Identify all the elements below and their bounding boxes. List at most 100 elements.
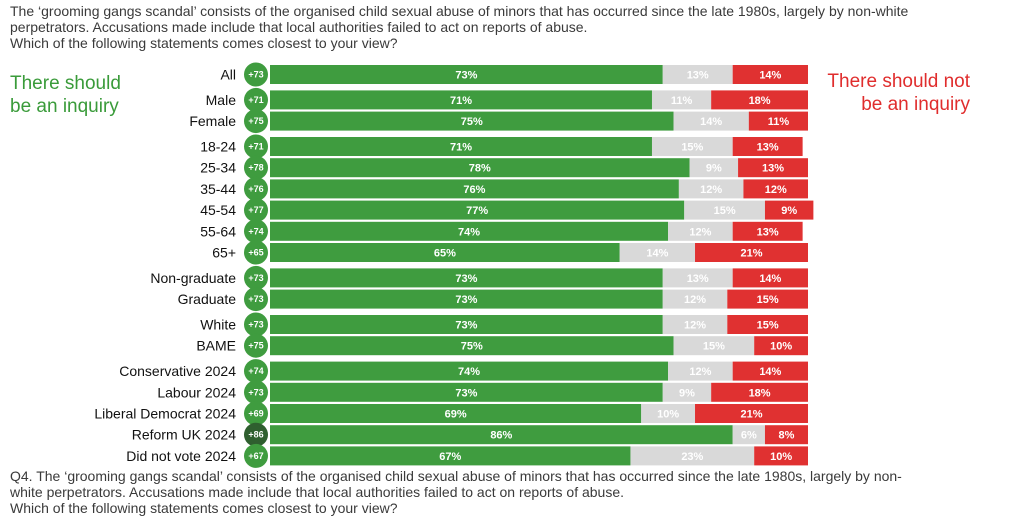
bar-segment (270, 90, 652, 110)
data-label: 73% (455, 320, 477, 332)
bar-segment (673, 336, 755, 356)
bar-segment (673, 111, 749, 131)
bar-segment (764, 425, 808, 445)
data-label: 14% (759, 70, 781, 82)
bar-segment (764, 200, 814, 220)
bar-segment (668, 361, 733, 381)
net-score-label: +74 (248, 366, 263, 376)
category-label: Non-graduate (150, 270, 236, 286)
net-score-label: +75 (248, 116, 263, 126)
data-label: 12% (684, 294, 706, 306)
question-text-top: The ‘grooming gangs scandal’ consists of… (10, 3, 1000, 51)
bar-segment (270, 361, 669, 381)
data-label: 12% (684, 320, 706, 332)
footer-line: Q4. The ‘grooming gangs scandal’ consist… (10, 468, 902, 484)
bar-segment (711, 382, 808, 402)
data-label: 9% (781, 205, 797, 217)
data-label: 73% (455, 273, 477, 285)
data-label: 14% (759, 366, 781, 378)
data-label: 15% (714, 205, 736, 217)
bar-segment (662, 315, 728, 334)
category-label: Labour 2024 (157, 384, 236, 400)
bar-segment (270, 200, 685, 220)
legend-inquiry-line: be an inquiry (10, 96, 119, 117)
net-score-badge (244, 109, 268, 134)
bar-segment (754, 446, 808, 466)
net-score-badge (244, 134, 268, 159)
data-label: 6% (741, 430, 757, 442)
data-label: 73% (455, 387, 477, 399)
data-label: 65% (434, 248, 456, 260)
bar-segment (270, 425, 733, 445)
net-score-badge (244, 176, 268, 201)
bar-segment (732, 137, 803, 156)
net-score-label: +78 (248, 163, 263, 173)
net-score-badge (244, 62, 268, 87)
bar-segment (270, 137, 652, 156)
bar-segment (651, 90, 712, 110)
bar-segment (619, 243, 696, 262)
bar-segment (270, 179, 679, 199)
category-label: BAME (196, 338, 236, 354)
bar-segment (270, 158, 690, 178)
data-label: 12% (689, 226, 711, 238)
question-line: Which of the following statements comes … (10, 35, 398, 51)
data-label: 14% (646, 248, 668, 260)
data-label: 77% (466, 205, 488, 217)
net-score-badge (244, 155, 268, 180)
net-score-badge (244, 380, 268, 405)
bar-segment (651, 137, 733, 156)
data-label: 15% (703, 341, 725, 353)
net-score-badge (244, 240, 268, 265)
bar-segment (270, 65, 663, 84)
category-label: White (200, 317, 236, 333)
bar-segment (727, 289, 808, 309)
net-score-badge (244, 333, 268, 358)
net-score-label: +65 (248, 248, 263, 258)
bar-segment (270, 289, 663, 309)
legend-no-inquiry: There should not be an inquiry (780, 70, 970, 116)
data-label: 78% (469, 163, 491, 175)
data-label: 18% (749, 95, 771, 107)
bar-segment (270, 404, 642, 423)
data-label: 69% (445, 409, 467, 421)
data-label: 13% (687, 273, 709, 285)
data-label: 9% (706, 163, 722, 175)
net-score-badge (244, 443, 268, 468)
net-score-badge (244, 87, 268, 112)
net-score-badge (244, 287, 268, 312)
net-score-label: +74 (248, 226, 263, 236)
bar-segment (689, 158, 739, 178)
footer-line: white perpetrators. Accusations made inc… (10, 484, 625, 500)
bar-segment (662, 268, 733, 288)
net-score-label: +71 (248, 142, 263, 152)
legend-no-inquiry-line: be an inquiry (861, 94, 970, 115)
bar-segment (732, 425, 765, 445)
data-label: 10% (770, 451, 792, 463)
bar-segment (668, 221, 733, 241)
bar-segment (270, 315, 663, 334)
net-score-label: +86 (248, 430, 263, 440)
footer-line: Which of the following statements comes … (10, 500, 398, 516)
bar-segment (727, 315, 808, 334)
net-score-label: +75 (248, 341, 263, 351)
category-label: 18-24 (200, 139, 236, 155)
category-label: 25-34 (200, 160, 236, 176)
bar-segment (662, 289, 728, 309)
net-score-label: +73 (248, 294, 263, 304)
net-score-badge (244, 312, 268, 337)
bar-segment (684, 200, 765, 220)
stacked-bar-chart: All 73% 13% 14% +73 Male 71% 11% 18% +71 Female 75%… (94, 62, 814, 468)
net-score-label: +76 (248, 184, 263, 194)
bar-segment (662, 382, 712, 402)
bar-segment (630, 446, 755, 466)
data-label: 12% (700, 184, 722, 196)
data-label: 76% (463, 184, 485, 196)
category-label: 45-54 (200, 202, 236, 218)
data-label: 71% (450, 95, 472, 107)
data-label: 73% (455, 70, 477, 82)
bar-segment (270, 268, 663, 288)
data-label: 15% (681, 142, 703, 154)
data-label: 74% (458, 366, 480, 378)
data-label: 10% (770, 341, 792, 353)
